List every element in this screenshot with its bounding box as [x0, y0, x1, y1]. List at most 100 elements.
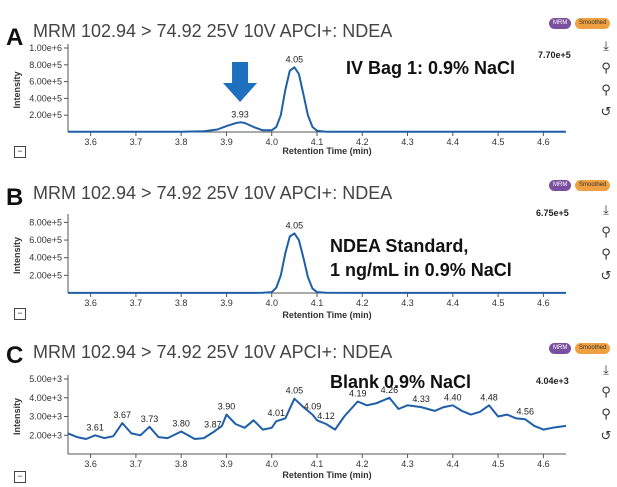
peak-label: 3.67: [114, 410, 132, 420]
max-intensity-label-b: 6.75e+5: [536, 208, 569, 218]
x-tick-label: 3.8: [175, 137, 188, 147]
annotation-line: Blank 0.9% NaCl: [330, 372, 472, 392]
annotation-line: 1 ng/mL in 0.9% NaCl: [330, 260, 512, 280]
x-tick-label: 4.2: [356, 137, 369, 147]
panel-letter-c: C: [6, 342, 24, 369]
reset-icon[interactable]: ↺: [600, 268, 612, 283]
y-tick-label: 3.00e+3: [29, 412, 62, 422]
max-intensity-label-c: 4.04e+3: [536, 376, 569, 386]
series-line: [67, 396, 567, 440]
x-tick-label: 3.6: [84, 298, 97, 308]
y-tick-label: 1.00e+6: [29, 43, 62, 53]
sample-annotation-a: IV Bag 1: 0.9% NaCl: [346, 56, 515, 80]
x-tick-label: 4.3: [401, 298, 414, 308]
chromatogram-panel-b: B MRM 102.94 > 74.92 25V 10V APCI+: NDEA…: [0, 160, 617, 330]
y-tick-label: 6.00e+5: [29, 235, 62, 245]
x-tick-label: 4.5: [492, 298, 505, 308]
x-tick-label: 4.1: [311, 298, 324, 308]
y-axis-label: Intensity: [12, 237, 22, 274]
x-tick-label: 4.4: [447, 298, 460, 308]
x-tick-label: 4.0: [265, 298, 278, 308]
peak-label: 4.01: [267, 408, 285, 418]
mrm-badge-a: MRM: [549, 18, 572, 29]
x-tick-label: 4.4: [447, 137, 460, 147]
x-tick-label: 4.3: [401, 137, 414, 147]
x-tick-label: 4.1: [311, 459, 324, 469]
x-tick-label: 4.2: [356, 298, 369, 308]
x-tick-label: 3.7: [130, 459, 143, 469]
reset-icon[interactable]: ↺: [600, 104, 612, 119]
mrm-badge-b: MRM: [549, 180, 572, 191]
x-tick-label: 4.6: [537, 459, 550, 469]
sample-annotation-c: Blank 0.9% NaCl: [330, 370, 471, 394]
x-tick-label: 4.0: [265, 137, 278, 147]
y-tick-label: 2.00e+3: [29, 430, 62, 440]
sample-annotation-b: NDEA Standard, 1 ng/mL in 0.9% NaCl: [330, 234, 512, 282]
y-tick-label: 2.00e+5: [29, 110, 62, 120]
peak-label: 4.05: [286, 386, 304, 396]
x-tick-label: 4.4: [447, 459, 460, 469]
peak-label: 3.73: [141, 414, 159, 424]
x-tick-label: 3.8: [175, 459, 188, 469]
x-tick-label: 3.8: [175, 298, 188, 308]
zoom-in-icon[interactable]: ⚲: [601, 82, 611, 97]
x-axis-label: Retention Time (min): [282, 470, 371, 480]
x-tick-label: 3.7: [130, 298, 143, 308]
x-tick-label: 4.5: [492, 459, 505, 469]
peak-label: 4.56: [516, 406, 534, 416]
x-tick-label: 3.6: [84, 459, 97, 469]
zoom-in-icon[interactable]: ⚲: [601, 406, 611, 421]
x-tick-label: 4.0: [265, 459, 278, 469]
x-tick-label: 4.1: [311, 137, 324, 147]
peak-label: 3.90: [218, 402, 236, 412]
x-tick-label: 4.5: [492, 137, 505, 147]
y-tick-label: 8.00e+5: [29, 217, 62, 227]
panel-letter-a: A: [6, 24, 24, 51]
peak-label: 3.87: [204, 419, 222, 429]
peak-label: 4.09: [304, 402, 322, 412]
smoothed-badge-a: Smoothed: [575, 18, 611, 29]
y-tick-label: 4.00e+5: [29, 253, 62, 263]
x-tick-label: 3.6: [84, 137, 97, 147]
zoom-out-icon[interactable]: ⚲: [601, 60, 611, 75]
peak-label: 4.12: [317, 411, 335, 421]
panel-title-a: MRM 102.94 > 74.92 25V 10V APCI+: NDEA: [33, 21, 393, 41]
x-tick-label: 3.9: [220, 298, 233, 308]
mrm-badge-c: MRM: [549, 343, 572, 354]
peak-label: 4.40: [444, 392, 462, 402]
zoom-out-icon[interactable]: ⚲: [601, 224, 611, 239]
y-axis-label: Intensity: [12, 398, 22, 435]
collapse-toggle-a[interactable]: −: [14, 146, 26, 158]
zoom-in-icon[interactable]: ⚲: [601, 246, 611, 261]
peak-label: 4.19: [349, 389, 367, 399]
peak-label: 4.48: [480, 392, 498, 402]
y-axis-label: Intensity: [12, 71, 22, 108]
peak-label: 4.05: [286, 54, 304, 64]
chromatogram-panel-c: C MRM 102.94 > 74.92 25V 10V APCI+: NDEA…: [0, 330, 617, 487]
download-icon[interactable]: ⤓: [603, 202, 609, 217]
x-axis-label: Retention Time (min): [282, 310, 371, 320]
x-tick-label: 4.6: [537, 137, 550, 147]
panel-title-b: MRM 102.94 > 74.92 25V 10V APCI+: NDEA: [33, 183, 393, 203]
zoom-out-icon[interactable]: ⚲: [601, 384, 611, 399]
download-icon[interactable]: ⤓: [603, 362, 609, 377]
smoothed-badge-c: Smoothed: [575, 343, 611, 354]
chromatogram-panel-a: A MRM 102.94 > 74.92 25V 10V APCI+: NDEA…: [0, 0, 617, 160]
download-icon[interactable]: ⤓: [603, 38, 609, 53]
y-tick-label: 4.00e+3: [29, 393, 62, 403]
x-tick-label: 4.2: [356, 459, 369, 469]
annotation-line: NDEA Standard,: [330, 236, 469, 256]
series-line: [68, 232, 566, 294]
panel-title-c: MRM 102.94 > 74.92 25V 10V APCI+: NDEA: [33, 342, 393, 362]
collapse-toggle-b[interactable]: −: [14, 308, 26, 320]
chart-b: 2.00e+5 4.00e+5 6.00e+5 8.00e+5 3.6 3.7 3.8 3.9…: [12, 214, 566, 320]
chart-a: 2.00e+5 4.00e+5 6.00e+5 8.00e+5 1.00e+6 3.6 3.…: [12, 43, 566, 156]
x-axis-label: Retention Time (min): [282, 146, 371, 156]
x-tick-label: 4.3: [401, 459, 414, 469]
collapse-toggle-c[interactable]: −: [14, 471, 26, 483]
y-tick-label: 6.00e+5: [29, 77, 62, 87]
reset-icon[interactable]: ↺: [600, 428, 612, 443]
x-tick-label: 3.9: [220, 137, 233, 147]
y-tick-label: 8.00e+5: [29, 60, 62, 70]
x-tick-label: 3.7: [130, 137, 143, 147]
